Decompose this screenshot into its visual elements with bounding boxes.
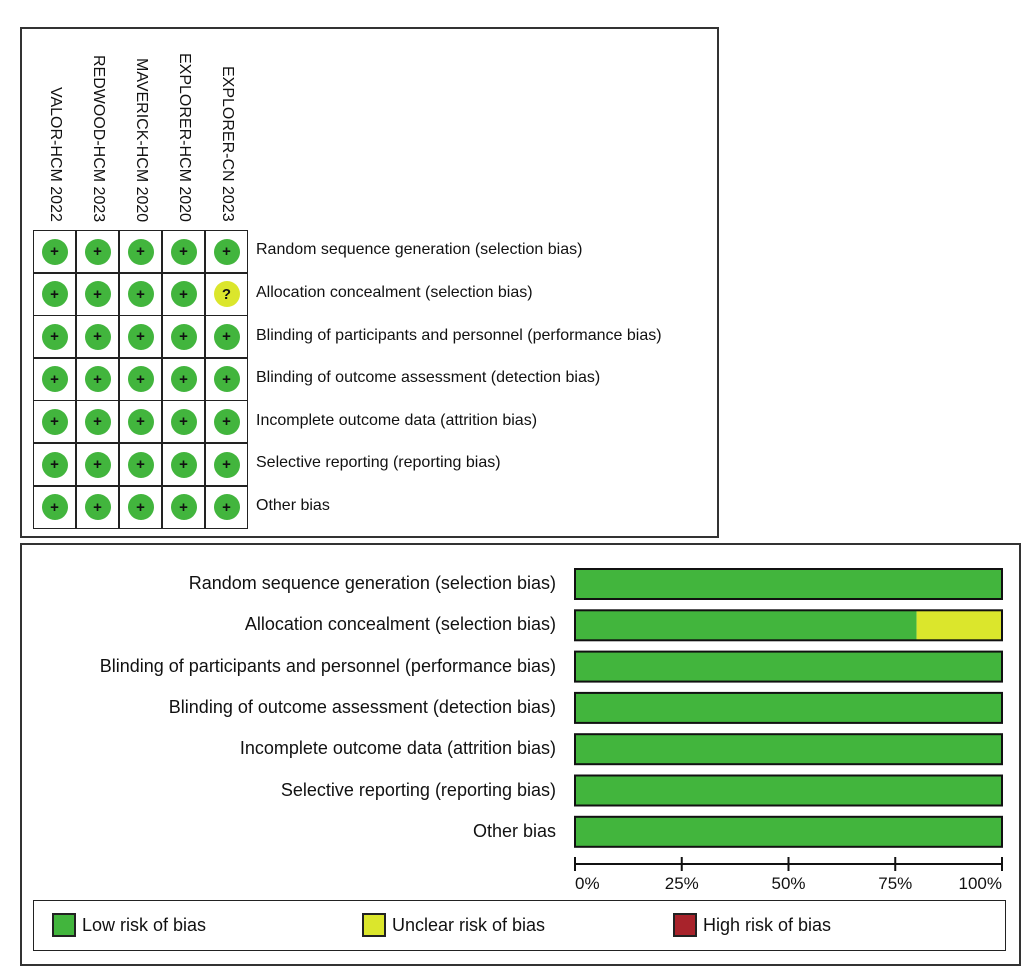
bar-category-label: Allocation concealment (selection bias) xyxy=(244,614,556,635)
summary-cell: + xyxy=(33,357,76,401)
study-label: EXPLORER-HCM 2020 xyxy=(175,53,193,222)
low-risk-icon: + xyxy=(127,323,154,350)
study-label: REDWOOD-HCM 2023 xyxy=(89,55,107,223)
study-label: EXPLORER-CN 2023 xyxy=(218,66,236,222)
summary-domain-label: Other bias xyxy=(256,496,330,514)
bar-category-label: Selective reporting (reporting bias) xyxy=(280,779,556,800)
low-risk-icon: + xyxy=(84,281,111,308)
summary-cell: + xyxy=(205,443,248,486)
summary-domain-label: Blinding of participants and personnel (… xyxy=(256,326,662,344)
summary-domain-label: Random sequence generation (selection bi… xyxy=(256,241,583,259)
summary-domain-label: Blinding of outcome assessment (detectio… xyxy=(256,369,601,387)
low-risk-icon: + xyxy=(127,238,154,265)
summary-cell: + xyxy=(33,485,76,529)
low-risk-icon: + xyxy=(41,451,68,478)
bar-category-label: Incomplete outcome data (attrition bias) xyxy=(239,738,556,759)
bar-category-label: Random sequence generation (selection bi… xyxy=(188,573,556,593)
legend-label-low: Low risk of bias xyxy=(82,914,207,935)
low-risk-icon: + xyxy=(213,451,240,478)
summary-cell: + xyxy=(76,443,119,486)
low-risk-icon: + xyxy=(84,451,111,478)
bar-category-label: Blinding of participants and personnel (… xyxy=(99,655,556,676)
summary-cell: + xyxy=(205,400,248,444)
low-risk-icon: + xyxy=(41,366,68,393)
summary-cell: + xyxy=(162,272,205,316)
legend-item-high: High risk of bias xyxy=(673,913,831,937)
summary-cell: + xyxy=(33,272,76,316)
low-risk-icon: + xyxy=(213,494,240,521)
low-risk-icon: + xyxy=(84,494,111,521)
bar-category-label: Blinding of outcome assessment (detectio… xyxy=(168,696,556,717)
low-risk-icon: + xyxy=(41,238,68,265)
summary-cell: + xyxy=(76,400,119,444)
summary-cell: + xyxy=(205,315,248,359)
low-risk-icon: + xyxy=(170,451,197,478)
low-risk-icon: + xyxy=(170,238,197,265)
summary-cell: + xyxy=(76,485,119,529)
legend-item-unclear: Unclear risk of bias xyxy=(362,913,545,937)
summary-cell: + xyxy=(119,315,162,359)
low-risk-icon: + xyxy=(84,238,111,265)
low-risk-icon: + xyxy=(170,494,197,521)
summary-cell: + xyxy=(76,357,119,401)
summary-cell: + xyxy=(119,400,162,444)
legend: Low risk of bias Unclear risk of bias Hi… xyxy=(33,900,1006,951)
summary-cell: + xyxy=(162,230,205,273)
study-label: VALOR-HCM 2022 xyxy=(46,87,64,222)
summary-cell: + xyxy=(162,400,205,444)
low-risk-icon: + xyxy=(213,323,240,350)
low-risk-icon: + xyxy=(127,366,154,393)
low-risk-icon: + xyxy=(127,451,154,478)
summary-cell: + xyxy=(119,485,162,529)
summary-cell: + xyxy=(33,315,76,359)
summary-domain-label: Selective reporting (reporting bias) xyxy=(256,454,501,472)
summary-cell: + xyxy=(76,315,119,359)
unclear-risk-icon: ? xyxy=(213,281,240,308)
summary-cell: + xyxy=(119,230,162,273)
summary-cell: + xyxy=(205,485,248,529)
low-risk-icon: + xyxy=(170,408,197,435)
bar-category-label: Other bias xyxy=(472,820,556,841)
summary-cell: ? xyxy=(205,272,248,316)
summary-domain-label: Allocation concealment (selection bias) xyxy=(256,283,533,301)
summary-cell: + xyxy=(33,400,76,444)
legend-swatch-low xyxy=(52,913,76,937)
summary-cell: + xyxy=(76,230,119,273)
summary-cell: + xyxy=(119,357,162,401)
low-risk-icon: + xyxy=(127,494,154,521)
summary-cell: + xyxy=(205,357,248,401)
summary-cell: + xyxy=(119,443,162,486)
study-label: MAVERICK-HCM 2020 xyxy=(132,58,150,223)
low-risk-icon: + xyxy=(170,281,197,308)
summary-cell: + xyxy=(76,272,119,316)
legend-swatch-unclear xyxy=(362,913,386,937)
low-risk-icon: + xyxy=(84,408,111,435)
low-risk-icon: + xyxy=(213,366,240,393)
summary-cell: + xyxy=(33,443,76,486)
low-risk-icon: + xyxy=(170,323,197,350)
low-risk-icon: + xyxy=(84,366,111,393)
low-risk-icon: + xyxy=(41,494,68,521)
low-risk-icon: + xyxy=(213,408,240,435)
summary-cell: + xyxy=(205,230,248,273)
summary-cell: + xyxy=(162,357,205,401)
low-risk-icon: + xyxy=(127,408,154,435)
low-risk-icon: + xyxy=(41,281,68,308)
legend-item-low: Low risk of bias xyxy=(52,913,206,937)
legend-swatch-high xyxy=(673,913,697,937)
low-risk-icon: + xyxy=(170,366,197,393)
low-risk-icon: + xyxy=(213,238,240,265)
summary-cell: + xyxy=(119,272,162,316)
low-risk-icon: + xyxy=(127,281,154,308)
low-risk-icon: + xyxy=(41,323,68,350)
legend-label-unclear: Unclear risk of bias xyxy=(392,914,546,935)
summary-cell: + xyxy=(162,485,205,529)
summary-cell: + xyxy=(33,230,76,273)
low-risk-icon: + xyxy=(84,323,111,350)
summary-cell: + xyxy=(162,443,205,486)
low-risk-icon: + xyxy=(41,408,68,435)
legend-label-high: High risk of bias xyxy=(703,914,832,935)
summary-cell: + xyxy=(162,315,205,359)
summary-domain-label: Incomplete outcome data (attrition bias) xyxy=(256,411,538,429)
